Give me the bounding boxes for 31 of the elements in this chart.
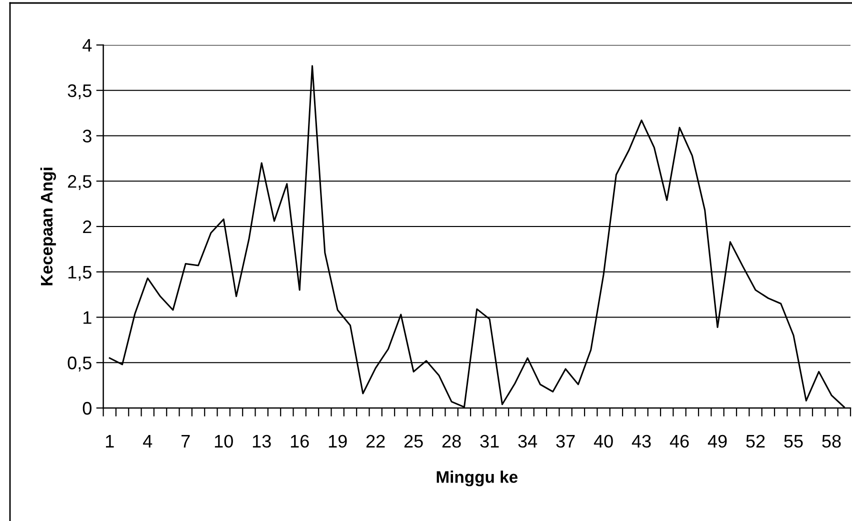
y-tick-label: 4 <box>82 39 92 52</box>
x-tick-label: 19 <box>328 434 347 448</box>
x-tick-label: 4 <box>143 435 152 448</box>
x-tick-label: 46 <box>670 434 689 448</box>
x-tick-label: 16 <box>290 434 309 448</box>
x-tick-label: 31 <box>480 434 499 448</box>
x-tick-label: 49 <box>708 434 727 448</box>
x-tick-label: 34 <box>518 434 538 448</box>
x-tick-label: 22 <box>366 434 385 448</box>
x-tick-label: 55 <box>784 435 803 448</box>
x-tick-label: 1 <box>106 435 114 448</box>
y-tick-label: 2,5 <box>68 175 92 190</box>
y-tick-label: 1,5 <box>68 266 92 281</box>
x-tick-label: 13 <box>252 434 271 448</box>
x-tick-label: 52 <box>746 434 765 448</box>
y-tick-label: 3 <box>82 130 92 142</box>
x-tick-label: 37 <box>556 434 575 448</box>
y-tick-label: 3,5 <box>68 84 92 100</box>
x-tick-label: 58 <box>822 434 841 448</box>
x-tick-label: 40 <box>594 434 613 448</box>
y-tick-label: 0 <box>82 402 92 415</box>
y-tick-label: 0,5 <box>68 356 92 372</box>
y-tick-label: 1 <box>84 311 92 324</box>
y-axis-title: Kecepaan Angi <box>40 168 56 286</box>
x-axis-title: Minggu ke <box>436 470 518 486</box>
x-tick-label: 10 <box>214 434 233 448</box>
y-tick-label: 2 <box>83 220 92 234</box>
x-tick-label: 7 <box>182 435 190 448</box>
x-tick-label: 28 <box>442 434 461 448</box>
x-tick-label: 43 <box>632 434 651 448</box>
x-tick-label: 25 <box>404 434 423 448</box>
